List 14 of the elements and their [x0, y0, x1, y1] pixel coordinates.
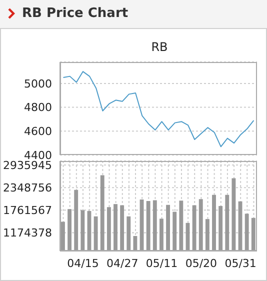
x-tick-label: 05/31 — [224, 256, 256, 270]
line-series — [62, 71, 254, 148]
chart-subtitle: RB — [150, 40, 169, 54]
y-tick-label: 4600 — [24, 125, 52, 138]
y-tick-label: 4800 — [24, 101, 52, 114]
y-tick-label: 1761567 — [3, 204, 52, 218]
x-tick-label: 05/11 — [146, 256, 178, 270]
x-tick-label: 04/27 — [106, 256, 138, 270]
chart-title: RB Price Chart — [22, 6, 128, 21]
x-tick-label: 04/15 — [67, 256, 99, 270]
y-tick-label: 5000 — [24, 77, 52, 90]
y-tick-label: 1174378 — [3, 226, 52, 240]
x-tick-label: 05/20 — [185, 256, 218, 270]
y-tick-label: 2348756 — [3, 181, 52, 194]
